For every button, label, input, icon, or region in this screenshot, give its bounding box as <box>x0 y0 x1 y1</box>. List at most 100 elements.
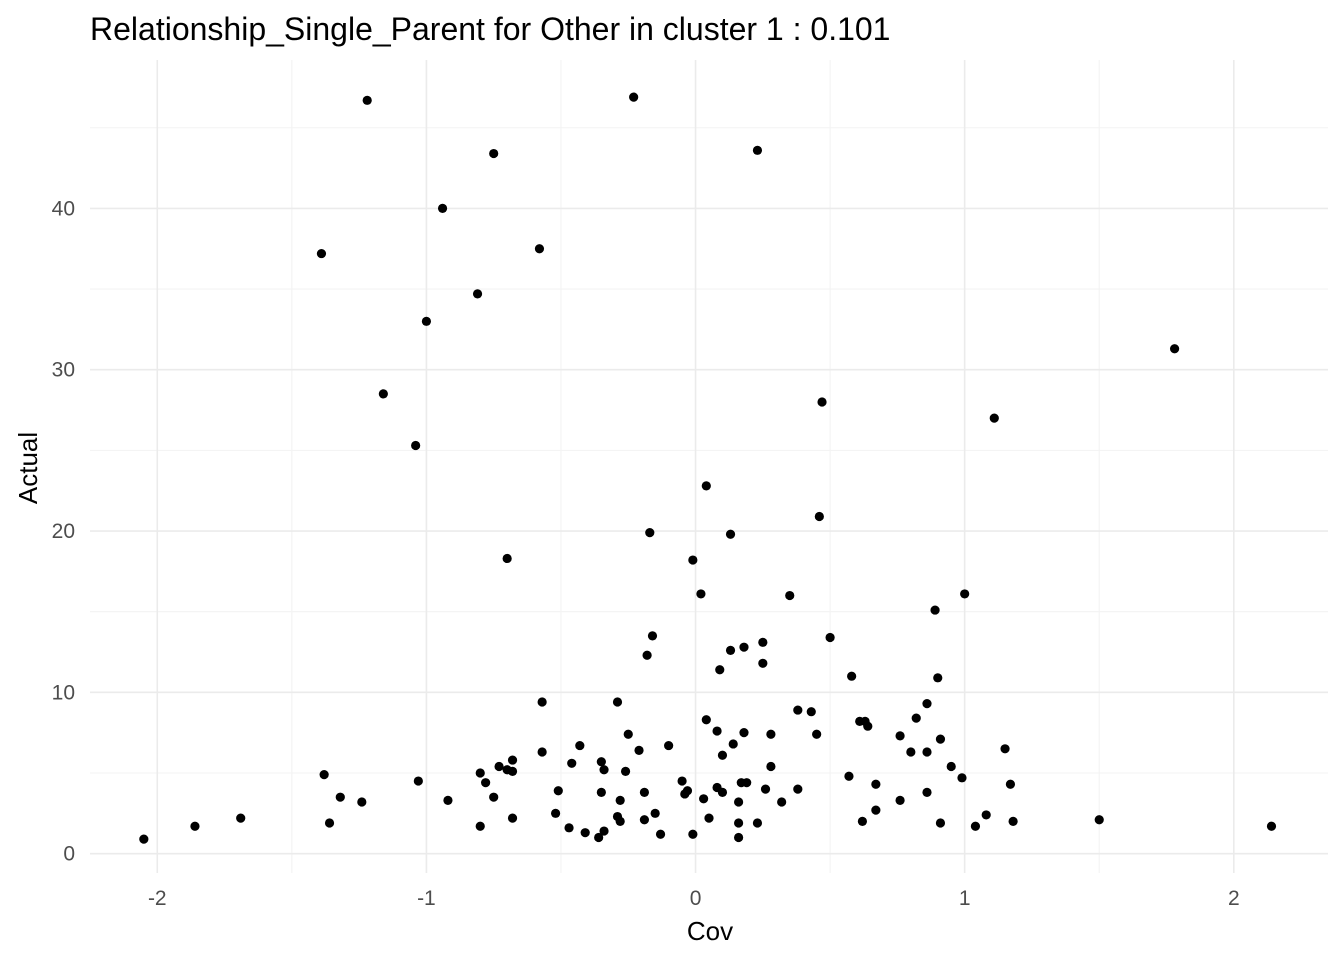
data-point <box>863 721 873 731</box>
data-point <box>895 795 905 806</box>
data-point <box>725 529 736 539</box>
data-point <box>319 770 329 780</box>
data-point <box>507 766 518 776</box>
data-point <box>752 145 763 155</box>
data-point <box>639 815 650 825</box>
x-tick-label: -1 <box>417 887 436 910</box>
data-point <box>793 705 803 715</box>
data-point <box>701 481 711 491</box>
data-point <box>906 747 916 757</box>
data-point <box>443 795 453 806</box>
data-point <box>664 740 674 751</box>
data-point <box>378 389 388 399</box>
data-point <box>712 726 722 736</box>
data-point <box>734 797 744 807</box>
data-point <box>564 823 574 833</box>
data-point <box>502 553 512 564</box>
data-point <box>696 589 706 599</box>
data-point <box>645 528 655 538</box>
data-point <box>946 761 956 772</box>
data-point <box>734 818 744 828</box>
data-point <box>612 697 623 707</box>
data-point <box>933 673 943 683</box>
data-point <box>766 729 776 739</box>
data-point <box>553 786 563 796</box>
data-point <box>475 821 485 831</box>
data-point <box>362 95 372 105</box>
data-point <box>957 773 967 783</box>
data-point <box>739 728 749 738</box>
data-point <box>236 813 246 823</box>
data-point <box>534 244 545 254</box>
data-point <box>507 755 518 765</box>
data-point <box>1169 344 1180 354</box>
y-axis-tick-labels: 0 10 20 30 40 <box>52 197 75 865</box>
data-point <box>494 761 504 772</box>
y-tick-label: 10 <box>52 681 75 704</box>
y-tick-label: 20 <box>52 520 75 543</box>
data-point <box>437 203 448 214</box>
data-point <box>734 832 744 843</box>
data-point <box>688 829 698 839</box>
data-point <box>777 797 787 807</box>
data-point <box>507 813 518 823</box>
data-point <box>472 289 483 299</box>
data-point <box>960 589 970 599</box>
data-point <box>596 757 606 767</box>
data-point <box>922 699 932 709</box>
data-point <box>742 778 752 788</box>
data-point <box>1008 816 1018 826</box>
x-tick-label: 2 <box>1228 887 1240 910</box>
data-point <box>324 818 335 828</box>
data-point <box>615 795 625 806</box>
data-point <box>634 745 644 756</box>
data-point <box>1005 779 1016 789</box>
data-point <box>785 590 795 601</box>
data-point <box>766 761 776 772</box>
data-point <box>717 750 728 760</box>
data-point <box>970 821 981 831</box>
data-point <box>817 397 827 407</box>
data-point <box>620 766 631 776</box>
x-axis-title: Cov <box>687 916 733 946</box>
data-point <box>715 665 725 675</box>
data-point <box>989 413 999 423</box>
data-point <box>411 440 421 451</box>
data-point <box>857 816 868 826</box>
data-point <box>871 805 881 815</box>
data-point <box>639 787 650 797</box>
data-point <box>623 729 633 739</box>
data-point <box>1000 744 1010 754</box>
data-point <box>701 715 711 725</box>
data-point <box>677 776 687 786</box>
minor-grid <box>90 60 1328 873</box>
data-point <box>190 821 200 831</box>
y-tick-label: 40 <box>52 197 75 220</box>
x-tick-label: 1 <box>959 887 971 910</box>
chart-title: Relationship_Single_Parent for Other in … <box>90 11 890 47</box>
data-point <box>793 784 803 794</box>
data-point <box>1094 815 1104 825</box>
data-point <box>725 645 736 655</box>
data-point <box>812 729 822 739</box>
data-point <box>704 813 714 823</box>
data-point <box>728 739 738 749</box>
data-point <box>922 787 932 797</box>
data-point <box>655 829 666 839</box>
data-point <box>599 826 609 836</box>
data-point <box>682 786 693 796</box>
data-point <box>935 818 946 828</box>
data-point <box>629 92 639 102</box>
data-point <box>935 734 946 744</box>
y-tick-label: 0 <box>63 843 75 866</box>
data-point <box>567 758 577 768</box>
x-axis-tick-labels: -2 -1 0 1 2 <box>148 887 1240 910</box>
data-point <box>895 731 905 741</box>
data-point <box>752 818 763 828</box>
data-point <box>615 816 625 826</box>
data-point <box>139 834 149 844</box>
data-point <box>335 792 345 802</box>
data-point <box>475 768 485 778</box>
x-tick-label: -2 <box>148 887 167 910</box>
data-point <box>717 787 728 797</box>
